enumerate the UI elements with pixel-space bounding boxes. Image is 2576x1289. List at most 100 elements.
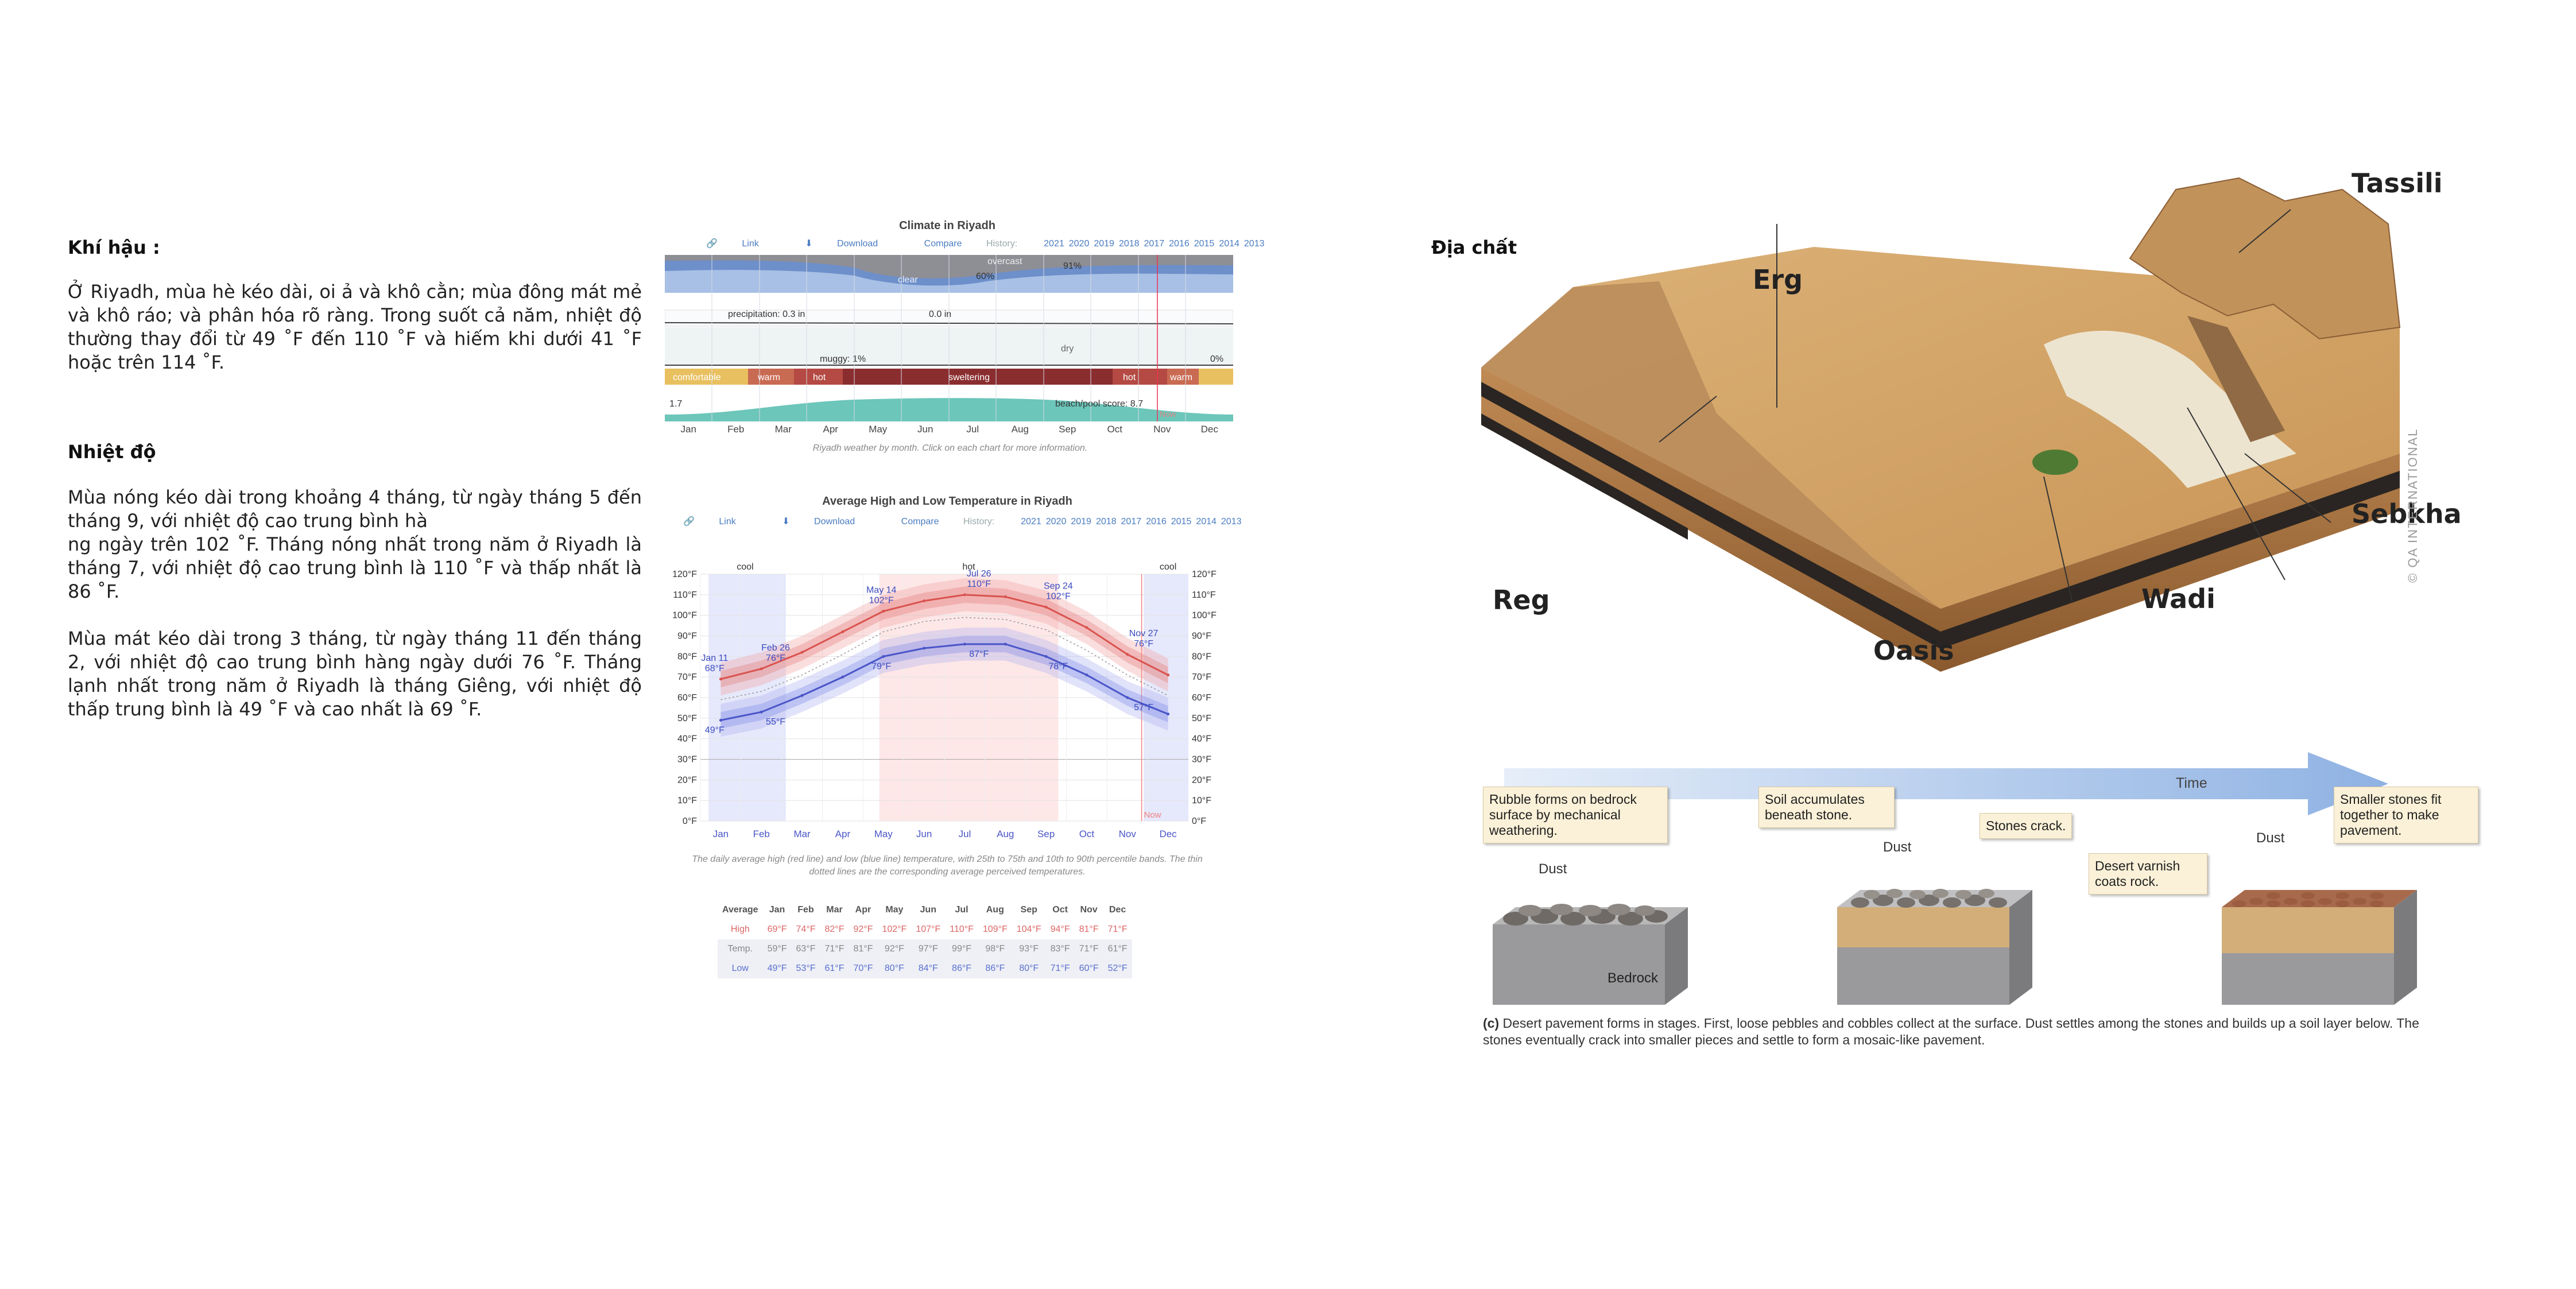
y-tick-label-right: 0°F bbox=[1192, 816, 1206, 826]
comfort-band-warm-2 bbox=[1167, 369, 1199, 385]
table-cell: 109°F bbox=[982, 924, 1008, 934]
low-series-line-point bbox=[1004, 642, 1007, 646]
y-tick-label: 30°F bbox=[677, 755, 697, 765]
table-cell: Feb bbox=[797, 905, 814, 915]
table-cell: 71°F bbox=[1045, 959, 1075, 978]
temperature-line-chart[interactable]: cool hot cool 0°F 0°F 10°F 10°F 20°F 20°F 30°F 30°… bbox=[660, 528, 1234, 850]
y-tick-label: 70°F bbox=[677, 672, 697, 682]
table-cell: 81°F bbox=[1079, 924, 1099, 934]
y-tick-label: 50°F bbox=[677, 714, 697, 723]
history-year[interactable]: 2015 bbox=[1194, 239, 1215, 249]
y-tick-label: 90°F bbox=[677, 632, 697, 641]
history-year[interactable]: 2017 bbox=[1121, 517, 1142, 527]
link-button[interactable]: 🔗 Link bbox=[706, 239, 781, 249]
climate-chart-title: Climate in Riyadh bbox=[899, 219, 995, 232]
low-percentile-band-inner bbox=[720, 636, 1168, 729]
history-year[interactable]: 2018 bbox=[1118, 239, 1140, 249]
climate-heading: Khí hậu : bbox=[68, 237, 160, 258]
low-series-line-point bbox=[719, 718, 722, 722]
table-cell: 71°F bbox=[1074, 939, 1103, 959]
history-year[interactable]: 2014 bbox=[1196, 517, 1217, 527]
low-series-line-point bbox=[963, 642, 966, 646]
caption-letter: (c) bbox=[1483, 1016, 1500, 1031]
history-year[interactable]: 2014 bbox=[1219, 239, 1239, 249]
history-year[interactable]: 2020 bbox=[1045, 517, 1067, 527]
table-cell: 82°F bbox=[824, 924, 845, 934]
history-year[interactable]: 2021 bbox=[1021, 517, 1041, 527]
history-year[interactable]: 2020 bbox=[1068, 239, 1090, 249]
climate-strip-chart[interactable]: overcast 91% clear 60% precipitation: 0.… bbox=[665, 253, 1233, 436]
history-year[interactable]: 2013 bbox=[1221, 517, 1242, 527]
x-tick-label: Feb bbox=[753, 829, 770, 839]
low-series-line-point bbox=[1126, 696, 1129, 699]
table-cell: 107°F bbox=[916, 924, 941, 934]
history-year[interactable]: 2018 bbox=[1095, 517, 1117, 527]
annotation-low: 87°F bbox=[969, 649, 989, 659]
link-button[interactable]: 🔗 Link bbox=[683, 517, 758, 527]
table-cell: 84°F bbox=[911, 959, 946, 978]
history-year[interactable]: 2019 bbox=[1071, 517, 1091, 527]
table-cell: Aug bbox=[986, 905, 1004, 915]
y-tick-label: 120°F bbox=[672, 570, 697, 579]
high-series-line-point bbox=[923, 599, 926, 603]
table-cell: Oct bbox=[1052, 905, 1068, 915]
month-label: Feb bbox=[727, 424, 745, 435]
y-tick-label: 100°F bbox=[672, 611, 697, 621]
label-reg: Reg bbox=[1493, 584, 1550, 616]
temperature-line-2: ng ngày trên 102 ˚F. Tháng nóng nhất tro… bbox=[68, 533, 642, 602]
temp-chart-caption: The daily average high (red line) and lo… bbox=[692, 854, 1203, 877]
y-tick-label-right: 30°F bbox=[1192, 755, 1211, 765]
history-year[interactable]: 2013 bbox=[1244, 239, 1265, 249]
annotation-date: Jan 11 bbox=[701, 653, 728, 663]
annotation-high: 76°F bbox=[1134, 639, 1153, 649]
table-cell: 53°F bbox=[791, 959, 820, 978]
compare-button[interactable]: Compare bbox=[901, 517, 939, 527]
comfort-label-hot-2: hot bbox=[1123, 373, 1136, 382]
table-cell: 80°F bbox=[877, 959, 912, 978]
download-button[interactable]: ⬇ Download bbox=[782, 517, 877, 527]
pavement-stage-3 bbox=[2222, 890, 2417, 1005]
time-label: Time bbox=[2176, 775, 2207, 791]
history-year[interactable]: 2016 bbox=[1169, 239, 1190, 249]
y-tick-label: 20°F bbox=[677, 775, 697, 785]
high-series-line-point bbox=[800, 651, 804, 654]
history-year[interactable]: 2015 bbox=[1171, 517, 1192, 527]
caption-text: Desert pavement forms in stages. First, … bbox=[1483, 1016, 2419, 1047]
history-year[interactable]: 2021 bbox=[1044, 239, 1064, 249]
time-arrow bbox=[1504, 752, 2388, 815]
low-series-line-point bbox=[841, 675, 845, 679]
table-row: Average Jan Feb Mar Apr May Jun Jul Aug Sep Oct Nov… bbox=[718, 900, 1132, 920]
table-row: High 69°F 74°F 82°F 92°F 102°F 107°F 110°F 109°F… bbox=[718, 920, 1132, 939]
compare-button[interactable]: Compare bbox=[924, 239, 962, 249]
history-year[interactable]: 2017 bbox=[1144, 239, 1165, 249]
label-oasis: Oasis bbox=[1873, 635, 1954, 666]
history-year[interactable]: 2019 bbox=[1094, 239, 1114, 249]
table-row: Low 49°F 53°F 61°F 70°F 80°F 84°F 86°F 86°F 80°F 7… bbox=[718, 959, 1132, 978]
x-tick-label: Jun bbox=[916, 829, 932, 839]
label-tassili: Tassili bbox=[2352, 168, 2443, 199]
dust-label-2: Dust bbox=[1883, 839, 1912, 855]
table-cell: 74°F bbox=[796, 924, 816, 934]
pavement-stage-1 bbox=[1493, 904, 1688, 1005]
table-cell: 92°F bbox=[877, 939, 912, 959]
download-button[interactable]: ⬇ Download bbox=[805, 239, 900, 249]
history-year[interactable]: 2016 bbox=[1146, 517, 1167, 527]
comfort-band-comfortable bbox=[665, 369, 748, 385]
annotation-date: Nov 27 bbox=[1129, 629, 1159, 638]
callout-crack: Stones crack. bbox=[1980, 813, 2073, 839]
table-cell: Dec bbox=[1109, 905, 1126, 915]
table-row: Temp. 59°F 63°F 71°F 81°F 92°F 97°F 99°F 98°F 93°… bbox=[718, 939, 1132, 959]
table-cell: 97°F bbox=[911, 939, 946, 959]
low-series-line-point bbox=[882, 655, 885, 658]
comfort-band-warm bbox=[748, 369, 794, 385]
table-cell: Temp. bbox=[718, 939, 763, 959]
download-label: Download bbox=[837, 239, 878, 249]
month-label: Jun bbox=[917, 424, 933, 435]
humidity-muggy-label: muggy: 1% bbox=[820, 354, 866, 364]
month-label: Nov bbox=[1153, 424, 1171, 435]
temp-chart-title: Average High and Low Temperature in Riya… bbox=[822, 495, 1072, 508]
table-cell: Nov bbox=[1080, 905, 1098, 915]
table-cell: Sep bbox=[1020, 905, 1037, 915]
climate-chart-caption: Riyadh weather by month. Click on each c… bbox=[812, 443, 1088, 453]
low-series-line-point bbox=[923, 647, 926, 650]
